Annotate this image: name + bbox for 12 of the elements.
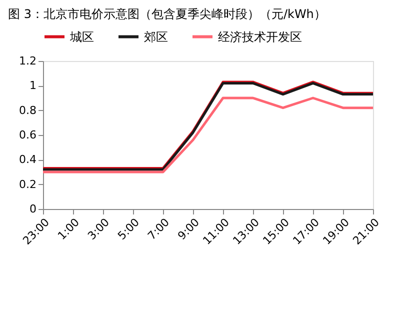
legend-label: 郊区 xyxy=(144,30,168,44)
legend-label: 城区 xyxy=(69,30,94,44)
y-tick-label: 0.2 xyxy=(19,178,36,191)
chart-title: 图 3：北京市电价示意图（包含夏季尖峰时段）（元/kWh） xyxy=(8,7,326,21)
line-series xyxy=(42,96,374,174)
y-tick-label: 0.4 xyxy=(19,153,36,166)
y-tick-label: 0.8 xyxy=(19,104,36,117)
y-tick-label: 0 xyxy=(30,202,36,216)
y-tick-label: 1.2 xyxy=(19,54,36,68)
legend-label: 经济技术开发区 xyxy=(218,30,302,44)
y-tick-label: 1 xyxy=(30,79,36,92)
y-tick-label: 0.6 xyxy=(19,128,36,142)
